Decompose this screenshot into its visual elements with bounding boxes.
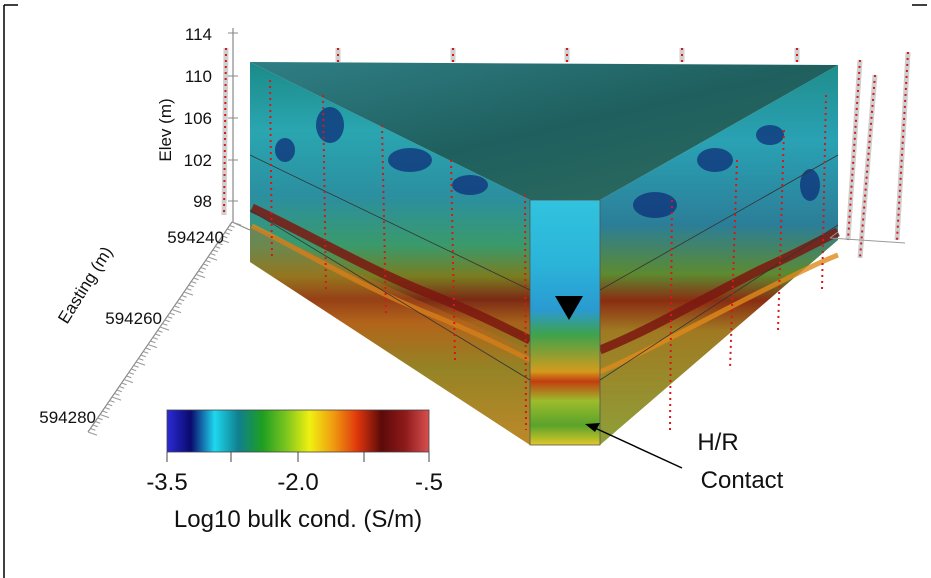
right-axis-stub [829, 231, 906, 244]
easting-tick-594240: 594240 [167, 228, 224, 247]
conductive-horizon [250, 203, 840, 355]
block-top-face [250, 62, 838, 200]
elevation-axis: 114 110 106 102 98 Elev (m) [156, 25, 238, 222]
block-left-face [250, 62, 530, 445]
colorbar-tick-mid: -2.0 [277, 469, 318, 496]
elev-tick-106: 106 [184, 109, 212, 128]
colorbar: -3.5 -2.0 -.5 Log10 bulk cond. (S/m) [146, 409, 443, 533]
low-conductivity-zones [275, 107, 820, 218]
easting-tick-594260: 594260 [105, 309, 162, 328]
elev-tick-98: 98 [193, 192, 212, 211]
colorbar-tick-min: -3.5 [146, 469, 187, 496]
annotation-line-2: Contact [701, 467, 784, 494]
colorbar-tick-max: -.5 [415, 469, 443, 496]
block-right-face [600, 65, 838, 445]
elev-axis-label: Elev (m) [156, 98, 175, 161]
section-slot [530, 200, 600, 445]
water-table-marker [555, 296, 583, 320]
elev-tick-114: 114 [185, 25, 212, 44]
conductivity-block [249, 62, 840, 446]
annotation-line-1: H/R [697, 429, 738, 456]
annotation-arrowhead [585, 423, 600, 432]
well-casings [221, 47, 911, 259]
frame-marks [3, 4, 927, 578]
orange-band [250, 223, 839, 375]
wells-on-block [269, 79, 827, 431]
elev-tick-110: 110 [185, 67, 212, 86]
easting-axis: 594240 594260 594280 Easting (m) [39, 221, 251, 436]
annotation-arrow-line [594, 427, 683, 469]
colorbar-strip [166, 409, 430, 453]
colorbar-label: Log10 bulk cond. (S/m) [174, 506, 422, 533]
elev-tick-102: 102 [184, 151, 212, 170]
hr-contact-annotation: H/R Contact [585, 423, 784, 494]
easting-tick-594280: 594280 [39, 408, 96, 427]
